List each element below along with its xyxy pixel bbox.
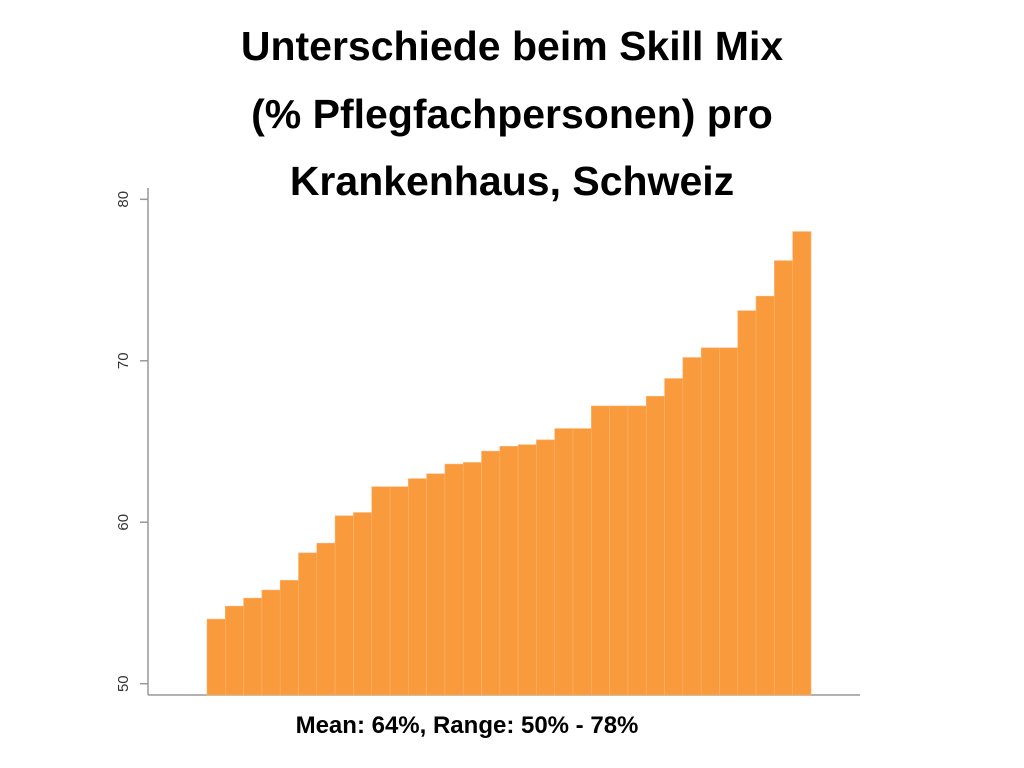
bar bbox=[243, 597, 263, 696]
bar bbox=[225, 605, 244, 696]
bar bbox=[408, 478, 427, 696]
chart-title: (% Pflegfachpersonen) pro bbox=[251, 91, 773, 137]
y-tick-label: 60 bbox=[115, 514, 132, 531]
bar bbox=[499, 446, 519, 696]
y-tick-label: 70 bbox=[115, 352, 132, 369]
bar bbox=[627, 405, 647, 696]
bar bbox=[536, 439, 556, 696]
annotation: Mean: 64%, Range: 50% - 78% bbox=[295, 712, 639, 739]
bar bbox=[664, 378, 684, 696]
bar bbox=[591, 405, 610, 696]
y-tick-label: 50 bbox=[115, 675, 132, 692]
bar bbox=[609, 405, 629, 696]
bar bbox=[792, 231, 812, 696]
bar bbox=[700, 347, 720, 696]
bar bbox=[353, 512, 373, 696]
bar bbox=[298, 552, 318, 696]
y-tick-label: 80 bbox=[115, 191, 132, 208]
bar bbox=[206, 618, 226, 696]
bar bbox=[737, 310, 757, 696]
chart-title: Krankenhaus, Schweiz bbox=[289, 158, 735, 204]
bar bbox=[279, 580, 299, 696]
bar bbox=[572, 428, 592, 696]
bar bbox=[682, 357, 702, 696]
bar bbox=[371, 486, 391, 696]
bar bbox=[261, 589, 281, 696]
bar bbox=[426, 473, 446, 696]
bar bbox=[517, 444, 537, 696]
bar bbox=[755, 295, 775, 696]
bar bbox=[719, 347, 739, 696]
bar bbox=[481, 450, 501, 696]
bar bbox=[645, 395, 665, 696]
bar bbox=[334, 515, 354, 696]
bar bbox=[389, 486, 409, 696]
bar bbox=[444, 463, 464, 696]
bar bbox=[554, 428, 574, 696]
bar bbox=[316, 542, 336, 696]
bar bbox=[462, 462, 482, 696]
bar bbox=[774, 260, 793, 696]
chart-title: Unterschiede beim Skill Mix bbox=[240, 23, 784, 69]
